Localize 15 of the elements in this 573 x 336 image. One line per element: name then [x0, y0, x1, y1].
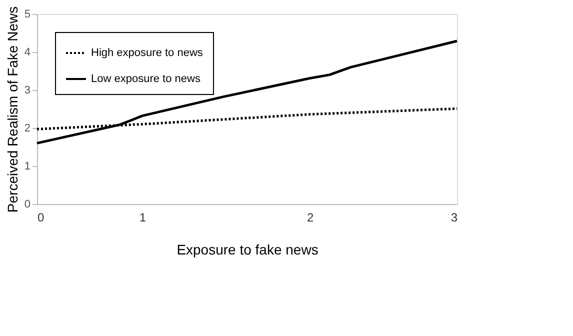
x-axis-title: Exposure to fake news — [176, 242, 318, 258]
legend-label: High exposure to news — [91, 47, 204, 59]
y-tick-label: 5 — [24, 8, 30, 20]
x-tick-label: 0 — [38, 210, 44, 224]
legend-label: Low exposure to news — [91, 73, 201, 85]
line-series — [36, 40, 458, 144]
x-tick-label: 1 — [139, 210, 146, 224]
x-tick-label: 2 — [307, 210, 314, 224]
x-tick-label: 3 — [450, 210, 458, 224]
y-tick-label: 4 — [24, 46, 30, 58]
y-tick-label: 1 — [24, 160, 30, 172]
y-axis-title: Perceived Realism of Fake News — [4, 6, 20, 213]
y-tick-label: 0 — [24, 198, 30, 210]
y-tick-label: 3 — [24, 84, 30, 96]
y-tick-label: 2 — [24, 122, 30, 134]
